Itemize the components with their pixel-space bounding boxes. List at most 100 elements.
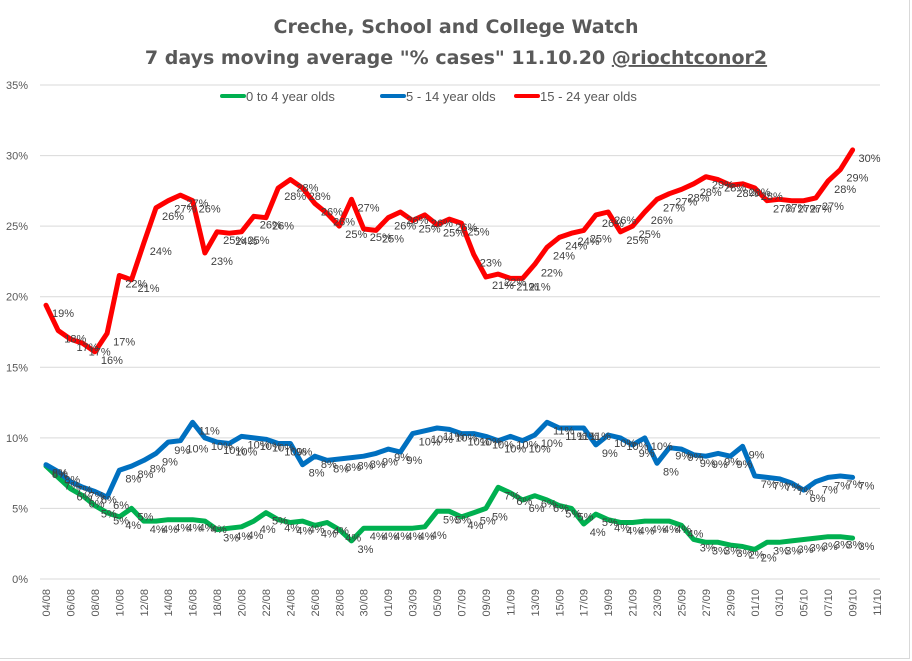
data-label: 4% [651,524,667,536]
data-label: 7% [76,485,92,497]
data-label: 28% [834,184,856,196]
data-label: 25% [248,235,270,247]
x-tick-label: 03/10 [774,589,786,617]
data-label: 5% [492,511,508,523]
data-label: 5% [577,511,593,523]
data-label: 26% [455,222,477,234]
data-label: 10% [248,439,270,451]
data-label: 10% [468,437,490,449]
data-label: 26% [162,211,184,223]
x-tick-label: 06/08 [65,589,77,617]
data-label: 10% [419,437,441,449]
data-label: 4% [211,524,227,536]
x-tick-label: 17/09 [579,589,591,617]
data-label: 4% [406,531,422,543]
data-label: 8% [52,469,68,481]
data-label: 24% [553,250,575,262]
data-label: 25% [626,235,648,247]
data-label: 4% [394,531,410,543]
x-tick-label: 28/08 [334,589,346,617]
data-label: 11% [590,431,611,443]
data-label: 4% [468,520,484,532]
data-label: 3% [785,545,801,557]
data-label: 25% [468,226,490,238]
data-label: 4% [162,524,178,536]
data-label: 22% [541,267,563,279]
data-label: 10% [516,439,538,451]
data-label: 24% [150,246,172,258]
series-line-2 [43,147,856,355]
data-label: 7% [822,485,838,497]
data-label: 3% [859,541,875,553]
data-label: 11% [577,431,598,443]
data-label: 4% [675,524,691,536]
x-tick-label: 14/08 [163,589,175,617]
data-label: 26% [199,204,221,216]
data-label: 8% [333,463,349,475]
data-label: 4% [370,531,386,543]
data-label: 26% [321,207,343,219]
data-label: 17% [76,342,98,354]
y-axis-ticks: 0% 5% 10% 15% 20% 25% 30% 35% [6,80,28,586]
data-label: 9% [639,448,655,460]
data-label: 4% [431,530,447,542]
data-label: 4% [125,520,141,532]
x-tick-label: 30/08 [359,589,371,617]
data-label: 8% [64,475,80,487]
data-label: 25% [639,229,661,241]
data-label: 3% [736,548,752,560]
data-label: 2% [749,550,765,562]
y-tick-label: 35% [6,80,28,92]
data-label: 3% [822,541,838,553]
data-label: 9% [406,455,422,467]
legend-label: 0 to 4 year olds [246,89,335,104]
series-line-1 [43,419,856,500]
data-label: 27% [773,204,795,216]
x-tick-label: 11/09 [505,589,517,616]
y-tick-label: 30% [6,151,28,163]
data-label: 26% [333,216,355,228]
data-label: 9% [675,451,691,463]
x-tick-label: 01/09 [383,589,395,617]
data-label: 28% [761,191,783,203]
data-label: 17% [89,346,111,358]
data-label: 7% [64,480,80,492]
data-label: 28% [700,187,722,199]
data-label: 9% [749,449,765,461]
data-label: 19% [52,308,74,320]
data-label: 7% [504,490,520,502]
data-label: 28% [736,188,758,200]
data-label: 24% [235,236,257,248]
data-label: 3% [724,545,740,557]
x-tick-label: 09/09 [481,589,493,617]
x-tick-label: 05/10 [799,589,811,617]
data-label: 6% [516,496,532,508]
data-label: 5% [443,514,459,526]
data-label: 7% [785,482,801,494]
x-tick-label: 05/09 [432,589,444,617]
data-label: 9% [687,452,703,464]
data-label: 8% [309,468,325,480]
x-tick-label: 08/08 [90,589,102,617]
x-tick-label: 04/08 [41,589,53,617]
x-tick-label: 07/10 [823,589,835,617]
data-label: 8% [663,466,679,478]
data-label: 23% [480,257,502,269]
data-label: 27% [174,204,196,216]
data-label: 7% [797,486,813,498]
data-label: 8% [358,461,374,473]
data-label: 4% [663,524,679,536]
data-label: 6% [76,492,92,504]
data-label: 10% [260,441,282,453]
data-label: 5% [480,516,496,528]
data-label: 26% [272,221,294,233]
data-label: 28% [309,191,331,203]
x-tick-label: 13/09 [530,589,542,617]
y-tick-label: 20% [6,292,28,304]
subtitle-text: 7 days moving average "% cases" 11.10.20 [145,47,612,69]
x-tick-label: 22/08 [261,589,273,617]
data-label: 25% [370,232,392,244]
data-label: 5% [602,517,618,529]
data-label: 23% [211,256,233,268]
data-label: 6% [541,499,557,511]
